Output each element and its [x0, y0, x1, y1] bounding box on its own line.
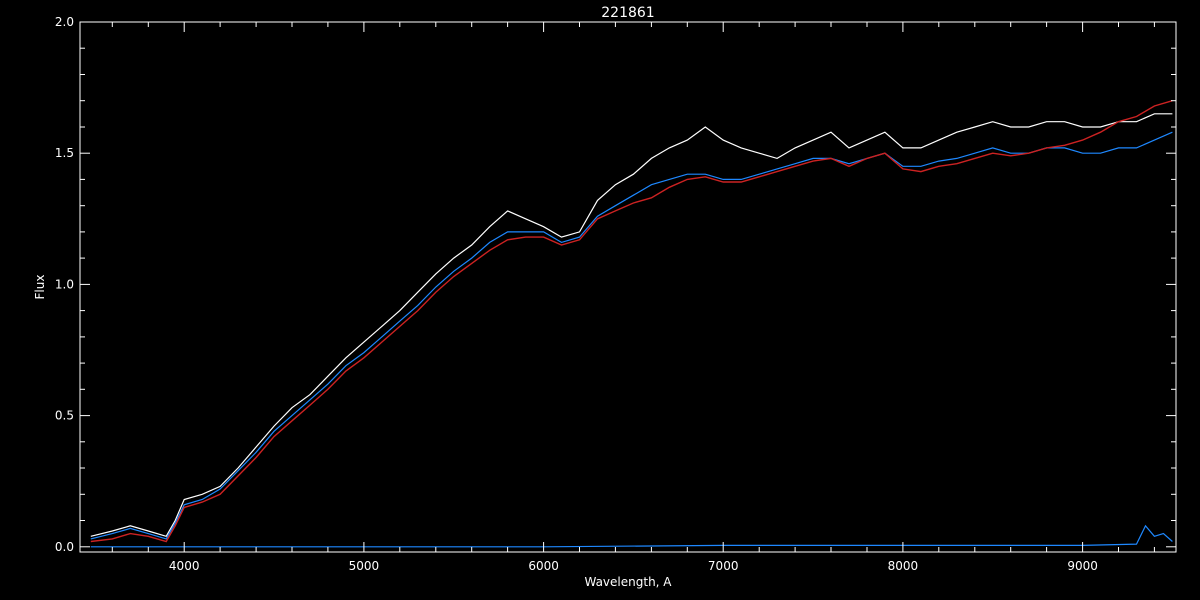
x-tick-label: 9000 — [1067, 559, 1098, 573]
x-tick-label: 4000 — [169, 559, 200, 573]
series-line-4 — [90, 524, 1173, 548]
x-tick-label: 5000 — [349, 559, 380, 573]
y-tick-label: 1.5 — [55, 146, 74, 160]
x-axis-label: Wavelength, A — [584, 575, 672, 589]
series-line-1 — [90, 113, 1173, 538]
y-tick-label: 2.0 — [55, 15, 74, 29]
plot-frame — [79, 21, 1177, 553]
y-axis-label: Flux — [33, 275, 47, 300]
chart-title: 221861 — [601, 5, 654, 21]
y-tick-label: 1.0 — [55, 277, 74, 291]
x-tick-label: 6000 — [528, 559, 559, 573]
y-tick-label: 0.0 — [55, 540, 74, 554]
series-line-3 — [90, 100, 1173, 543]
series-line-2 — [90, 131, 1173, 540]
axis-ticks: 4000 5000 6000 7000 8000 9000 0.0 0.5 1.0 1.5 2.0 — [55, 15, 1176, 573]
x-tick-label: 8000 — [888, 559, 919, 573]
y-tick-label: 0.5 — [55, 409, 74, 423]
x-tick-label: 7000 — [708, 559, 739, 573]
series-layer — [90, 100, 1173, 548]
